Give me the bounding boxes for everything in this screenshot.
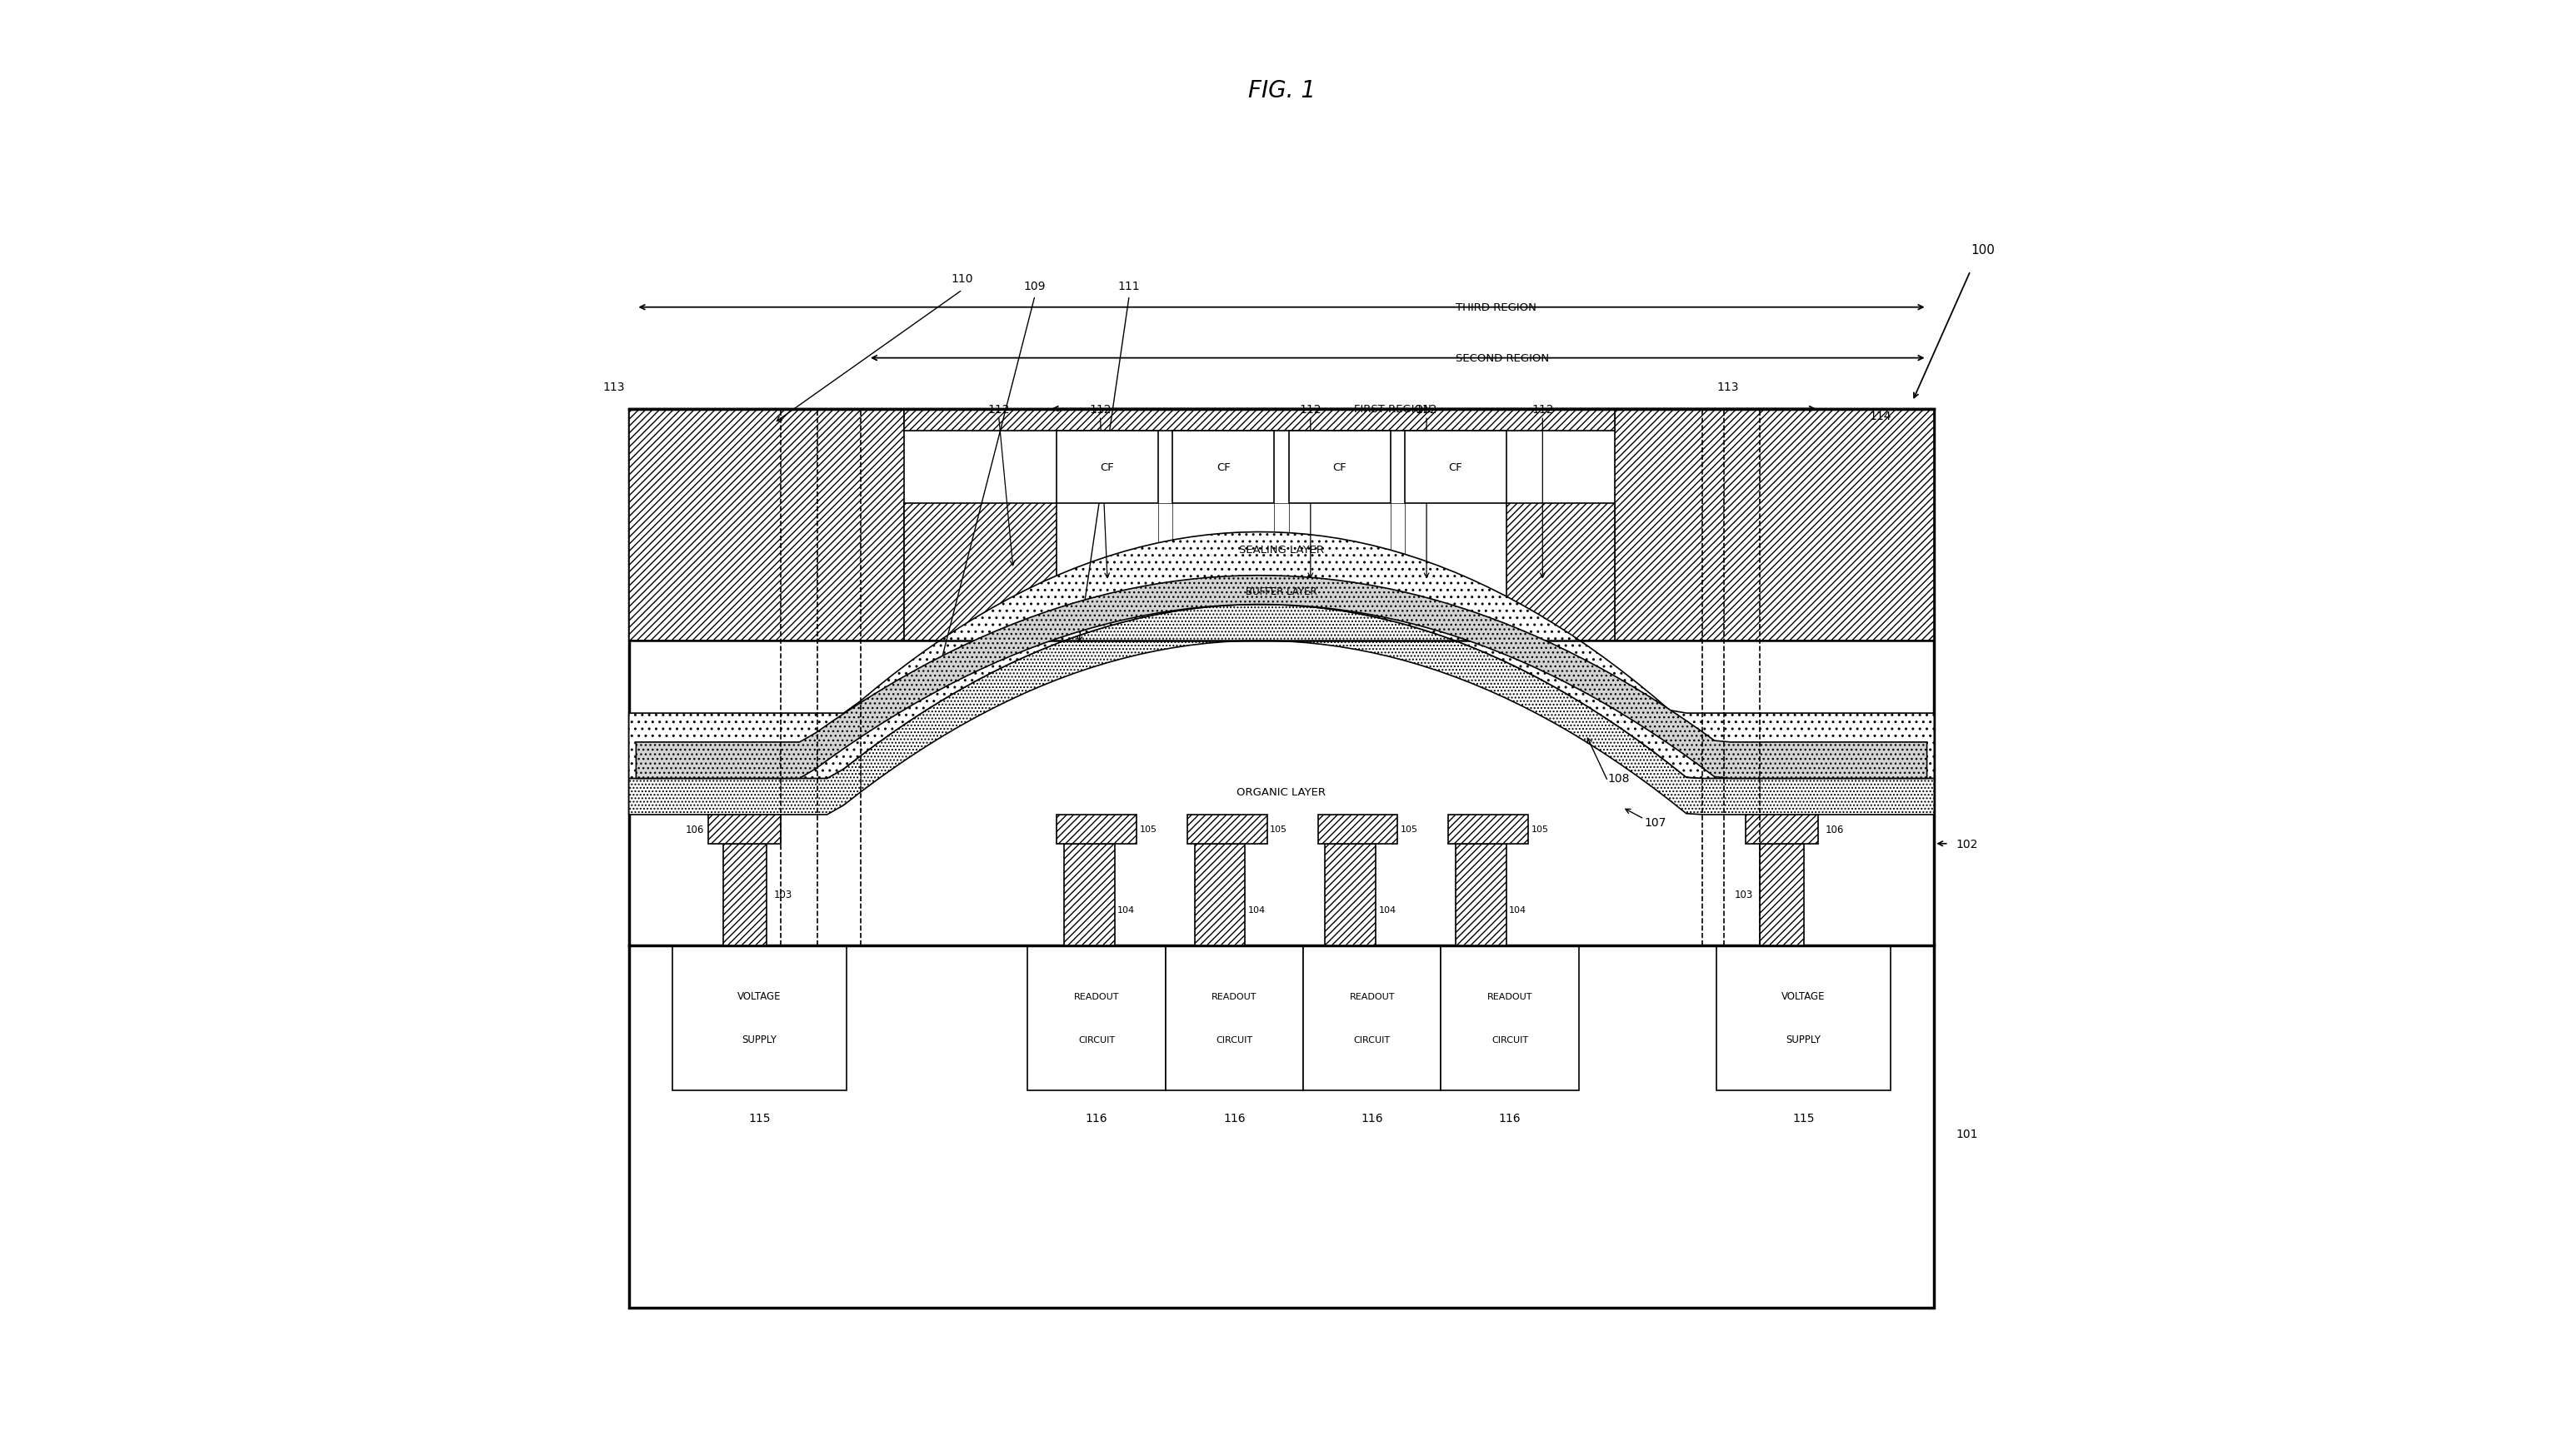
Text: 100: 100	[1971, 243, 1994, 256]
Text: READOUT: READOUT	[1212, 992, 1256, 1000]
Text: CIRCUIT: CIRCUIT	[1492, 1035, 1528, 1044]
Polygon shape	[1448, 815, 1528, 844]
Text: 116: 116	[1499, 1112, 1520, 1124]
Text: ORGANIC LAYER: ORGANIC LAYER	[1238, 786, 1325, 798]
Text: 109: 109	[1023, 280, 1046, 291]
Text: CF: CF	[1333, 462, 1346, 473]
Text: 105: 105	[1141, 826, 1156, 834]
Text: 113: 113	[1717, 381, 1738, 393]
Text: 114: 114	[1868, 411, 1891, 422]
Text: 107: 107	[1643, 817, 1666, 828]
Text: SUPPLY: SUPPLY	[1786, 1034, 1822, 1045]
Text: FIRST REGION: FIRST REGION	[1353, 403, 1430, 415]
Text: 111: 111	[1117, 280, 1141, 291]
Polygon shape	[636, 577, 1927, 779]
Text: VOLTAGE: VOLTAGE	[738, 990, 782, 1002]
Text: READOUT: READOUT	[1487, 992, 1533, 1000]
Bar	[1274, 504, 1289, 641]
Text: 116: 116	[1223, 1112, 1246, 1124]
Polygon shape	[1745, 815, 1817, 844]
Bar	[1289, 431, 1389, 504]
Bar	[1166, 945, 1302, 1091]
Text: READOUT: READOUT	[1074, 992, 1120, 1000]
Text: 112: 112	[1415, 403, 1438, 415]
Text: 106: 106	[1825, 824, 1843, 834]
Text: 115: 115	[748, 1112, 771, 1124]
Polygon shape	[628, 533, 1935, 779]
Polygon shape	[1615, 409, 1935, 641]
Polygon shape	[1317, 815, 1397, 844]
Text: THIRD REGION: THIRD REGION	[1456, 303, 1535, 313]
Bar	[1028, 945, 1166, 1091]
Bar	[1056, 431, 1158, 504]
Text: FIG. 1: FIG. 1	[1248, 79, 1315, 102]
Text: 104: 104	[1379, 906, 1397, 914]
Text: 115: 115	[1792, 1112, 1815, 1124]
Polygon shape	[1456, 844, 1507, 945]
Text: CF: CF	[1448, 462, 1463, 473]
Bar	[1158, 504, 1174, 641]
Polygon shape	[1325, 844, 1376, 945]
Text: SUPPLY: SUPPLY	[741, 1034, 777, 1045]
Polygon shape	[1194, 844, 1246, 945]
Polygon shape	[628, 604, 1935, 815]
Text: CIRCUIT: CIRCUIT	[1079, 1035, 1115, 1044]
Bar	[628, 409, 1935, 1307]
Bar	[1302, 945, 1440, 1091]
Text: CF: CF	[1217, 462, 1230, 473]
Text: 104: 104	[1117, 906, 1135, 914]
Polygon shape	[707, 815, 782, 844]
Text: SEALING LAYER: SEALING LAYER	[1238, 545, 1325, 555]
Bar	[1405, 431, 1507, 504]
Bar	[672, 945, 846, 1091]
Polygon shape	[905, 409, 1615, 431]
Text: 105: 105	[1269, 826, 1287, 834]
Text: 104: 104	[1510, 906, 1528, 914]
Polygon shape	[905, 504, 1056, 641]
Text: 110: 110	[951, 272, 974, 284]
Text: BUFFER LAYER: BUFFER LAYER	[1246, 587, 1317, 597]
Bar	[1389, 504, 1405, 641]
Polygon shape	[1507, 504, 1615, 641]
Polygon shape	[1761, 844, 1804, 945]
Text: CIRCUIT: CIRCUIT	[1215, 1035, 1253, 1044]
Text: 106: 106	[687, 824, 705, 834]
Text: 112: 112	[1299, 403, 1323, 415]
Text: CF: CF	[1100, 462, 1115, 473]
Bar	[1717, 945, 1891, 1091]
Text: 108: 108	[1607, 773, 1630, 785]
Text: 113: 113	[602, 381, 625, 393]
Text: SECOND REGION: SECOND REGION	[1456, 352, 1548, 364]
Text: READOUT: READOUT	[1351, 992, 1394, 1000]
Polygon shape	[628, 409, 905, 641]
Polygon shape	[1056, 815, 1135, 844]
Text: 101: 101	[1956, 1128, 1979, 1140]
Text: CIRCUIT: CIRCUIT	[1353, 1035, 1392, 1044]
Polygon shape	[1064, 844, 1115, 945]
Polygon shape	[1187, 815, 1266, 844]
Text: 105: 105	[1399, 826, 1417, 834]
Text: 112: 112	[1089, 403, 1112, 415]
Text: 103: 103	[774, 890, 792, 900]
Text: 116: 116	[1361, 1112, 1384, 1124]
Text: 104: 104	[1248, 906, 1266, 914]
Bar	[1440, 945, 1579, 1091]
Text: 105: 105	[1530, 826, 1548, 834]
Bar	[1174, 431, 1274, 504]
Text: 102: 102	[1956, 839, 1979, 850]
Text: 116: 116	[1087, 1112, 1107, 1124]
Text: 112: 112	[987, 403, 1010, 415]
Text: 112: 112	[1533, 403, 1553, 415]
Polygon shape	[723, 844, 766, 945]
Text: 103: 103	[1735, 890, 1753, 900]
Text: VOLTAGE: VOLTAGE	[1781, 990, 1825, 1002]
